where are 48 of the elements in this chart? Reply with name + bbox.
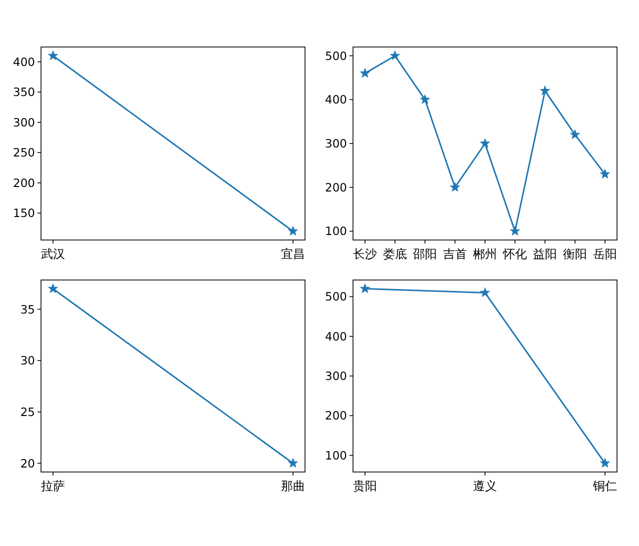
x-tick-label: 吉首 [443, 247, 467, 261]
point [480, 138, 490, 148]
y-tick-label: 400 [325, 329, 347, 344]
y-tick-label: 500 [325, 290, 347, 304]
y-tick-label: 500 [325, 48, 347, 63]
point [420, 94, 430, 104]
y-tick-label: 300 [13, 115, 35, 130]
x-tick-label: 娄底 [383, 247, 407, 261]
y-tick-label: 30 [20, 354, 35, 368]
x-tick-label: 岳阳 [593, 247, 617, 261]
x-tick-label: 拉萨 [41, 479, 65, 493]
y-tick-label: 100 [325, 448, 347, 462]
x-tick-label: 遵义 [473, 479, 497, 493]
y-tick-label: 300 [325, 369, 347, 383]
y-tick-label: 200 [325, 180, 347, 194]
y-tick-label: 25 [20, 404, 35, 419]
point [360, 68, 370, 78]
point [600, 458, 610, 468]
x-tick-label: 那曲 [281, 479, 305, 493]
x-tick-label: 郴州 [473, 247, 497, 261]
y-tick-label: 400 [325, 92, 347, 107]
x-tick-label: 铜仁 [592, 479, 617, 493]
point [540, 86, 550, 96]
y-tick-label: 20 [20, 456, 35, 470]
x-tick-label: 怀化 [502, 247, 527, 261]
x-tick-label: 宜昌 [281, 247, 305, 261]
x-tick-label: 益阳 [533, 247, 557, 261]
x-tick-label: 武汉 [41, 247, 65, 261]
y-tick-label: 200 [325, 408, 347, 423]
y-tick-label: 300 [325, 136, 347, 150]
y-tick-label: 200 [13, 176, 35, 190]
y-tick-label: 35 [20, 302, 35, 316]
point [600, 168, 610, 178]
point [480, 287, 490, 297]
point [450, 182, 460, 192]
point [570, 129, 580, 140]
y-tick-label: 150 [13, 206, 35, 220]
point [390, 50, 400, 60]
y-tick-label: 100 [325, 224, 347, 238]
y-tick-label: 350 [13, 85, 35, 100]
y-tick-label: 400 [13, 54, 35, 69]
y-tick-label: 250 [13, 146, 35, 160]
x-tick-label: 长沙 [353, 247, 377, 261]
point [360, 283, 370, 294]
point [510, 226, 520, 236]
x-tick-label: 贵阳 [353, 479, 377, 493]
x-tick-label: 邵阳 [413, 247, 437, 261]
x-tick-label: 衡阳 [563, 247, 587, 261]
